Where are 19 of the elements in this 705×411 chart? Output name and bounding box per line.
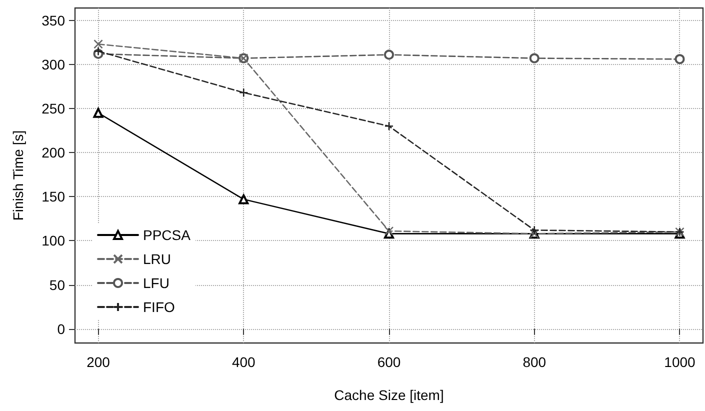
y-tick-label: 350 <box>42 12 66 28</box>
legend-label: PPCSA <box>143 227 192 243</box>
y-tick-label: 50 <box>49 276 66 293</box>
y-tick-label: 100 <box>42 232 66 249</box>
x-tick-label: 200 <box>86 354 110 370</box>
y-tick-label: 0 <box>57 320 66 337</box>
y-tick-label: 300 <box>42 56 66 72</box>
y-tick-label: 200 <box>42 144 66 161</box>
legend-label: LFU <box>143 275 170 291</box>
y-tick-label: 250 <box>42 100 66 116</box>
x-tick-label: 600 <box>377 354 401 370</box>
y-tick-label: 150 <box>42 188 66 205</box>
x-tick-label: 400 <box>232 354 256 370</box>
legend-label: LRU <box>143 251 172 267</box>
legend-label: FIFO <box>143 299 175 315</box>
x-tick-label: 1000 <box>664 354 696 370</box>
x-axis-title: Cache Size [item] <box>334 387 444 403</box>
x-tick-label: 800 <box>522 354 546 370</box>
y-axis-title: Finish Time [s] <box>10 130 26 221</box>
